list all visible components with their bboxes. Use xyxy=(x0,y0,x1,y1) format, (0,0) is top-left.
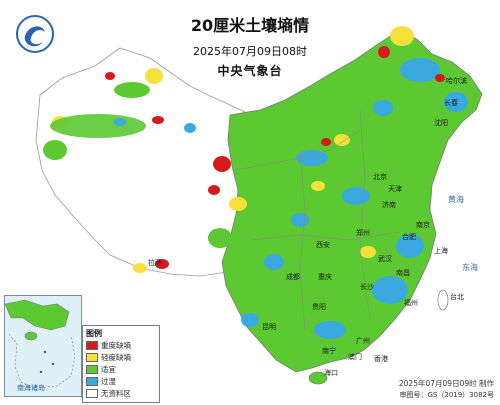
border-line xyxy=(359,109,371,321)
city-label: 广州 xyxy=(356,337,370,345)
city-label: 南宁 xyxy=(322,347,336,355)
green-patch xyxy=(114,82,150,98)
legend-swatch xyxy=(86,353,98,362)
legend-swatch xyxy=(86,389,98,398)
yellow-sea-label: 黄海 xyxy=(448,195,464,204)
wet-patch xyxy=(296,150,328,166)
border-line xyxy=(249,231,401,241)
legend-label: 无资料区 xyxy=(101,389,131,398)
map-legend: 图例 重度缺墒 轻度缺墒 适宜 过湿 无资料区 xyxy=(82,325,160,403)
taiwan-island xyxy=(437,289,449,311)
wet-patch xyxy=(184,123,196,133)
wet-patch xyxy=(342,187,370,205)
city-label: 长春 xyxy=(444,99,458,107)
wet-patch xyxy=(444,92,468,112)
city-label: 拉萨 xyxy=(148,259,162,267)
city-label: 成都 xyxy=(286,273,300,281)
city-label: 福州 xyxy=(404,299,418,307)
legend-swatch xyxy=(86,377,98,386)
legend-item: 适宜 xyxy=(86,364,116,375)
issue-datetime: 2025年07月09日08时 xyxy=(193,45,307,58)
dry-patch xyxy=(133,263,147,273)
city-label: 济南 xyxy=(382,201,396,209)
approval-number: 审图号：GS（2019）3082号 xyxy=(399,391,495,399)
city-label: 郑州 xyxy=(356,229,370,237)
dry-patch xyxy=(360,246,376,258)
city-label: 上海 xyxy=(434,247,448,255)
dry-patch xyxy=(311,181,325,191)
city-label: 天津 xyxy=(388,185,402,193)
wet-patch xyxy=(114,118,126,126)
city-label: 长沙 xyxy=(360,283,374,291)
severe-patch xyxy=(155,259,169,269)
city-label: 台北 xyxy=(450,293,464,301)
border-line xyxy=(299,149,306,331)
severe-patch xyxy=(435,74,445,82)
legend-label: 适宜 xyxy=(101,365,116,374)
severe-patch xyxy=(152,116,164,124)
page-title: 20厘米土壤墒情 xyxy=(190,16,310,35)
city-label: 香港 xyxy=(374,355,388,363)
green-patch xyxy=(43,140,67,160)
wet-patch xyxy=(241,313,259,327)
wet-patch xyxy=(314,321,346,339)
wet-patch xyxy=(291,213,309,227)
green-patch xyxy=(50,114,146,138)
wet-patch xyxy=(400,58,440,82)
made-time: 2025年07月09日09时 制作 xyxy=(398,379,494,388)
border-line xyxy=(235,129,361,171)
city-label: 南京 xyxy=(416,221,430,229)
severe-patch xyxy=(208,185,220,195)
dry-patch xyxy=(334,134,350,146)
legend-item: 轻度缺墒 xyxy=(86,352,131,363)
dry-patch xyxy=(229,197,247,211)
city-label: 澳门 xyxy=(348,353,362,361)
city-label: 海口 xyxy=(324,369,338,377)
cma-logo-icon xyxy=(16,15,54,53)
severe-patch xyxy=(321,138,331,146)
severe-patch xyxy=(213,156,231,172)
hainan-island xyxy=(308,371,328,385)
city-label: 重庆 xyxy=(318,273,332,281)
severe-patch xyxy=(378,46,390,58)
legend-title: 图例 xyxy=(86,329,102,338)
legend-label: 过湿 xyxy=(101,377,116,386)
dry-patch xyxy=(145,68,163,84)
city-label: 武汉 xyxy=(378,255,392,263)
inset-label: 南海诸岛 xyxy=(17,384,45,392)
city-label: 沈阳 xyxy=(434,119,448,127)
legend-item: 重度缺墒 xyxy=(86,340,131,351)
south-china-sea-inset: 南海诸岛 xyxy=(4,295,82,397)
severe-patch xyxy=(105,72,115,80)
legend-item: 无资料区 xyxy=(86,388,131,399)
legend-swatch xyxy=(86,365,98,374)
legend-swatch xyxy=(86,341,98,350)
wet-patch xyxy=(396,234,424,258)
city-label: 南昌 xyxy=(396,269,410,277)
legend-label: 重度缺墒 xyxy=(101,341,131,350)
city-label: 西安 xyxy=(316,241,330,249)
wet-patch xyxy=(373,100,393,116)
city-label: 哈尔滨 xyxy=(446,77,467,85)
green-patch xyxy=(208,228,232,248)
city-label: 昆明 xyxy=(262,323,276,331)
legend-item: 过湿 xyxy=(86,376,116,387)
wet-patch xyxy=(372,276,408,304)
dry-patch xyxy=(390,26,414,46)
city-label: 北京 xyxy=(373,173,387,181)
city-label: 合肥 xyxy=(402,233,416,241)
city-label: 贵阳 xyxy=(312,303,326,311)
agency-name: 中央气象台 xyxy=(217,64,283,78)
east-sea-label: 东海 xyxy=(462,263,478,272)
inset-map xyxy=(5,299,76,389)
legend-label: 轻度缺墒 xyxy=(101,353,131,362)
wet-patch xyxy=(264,254,284,270)
